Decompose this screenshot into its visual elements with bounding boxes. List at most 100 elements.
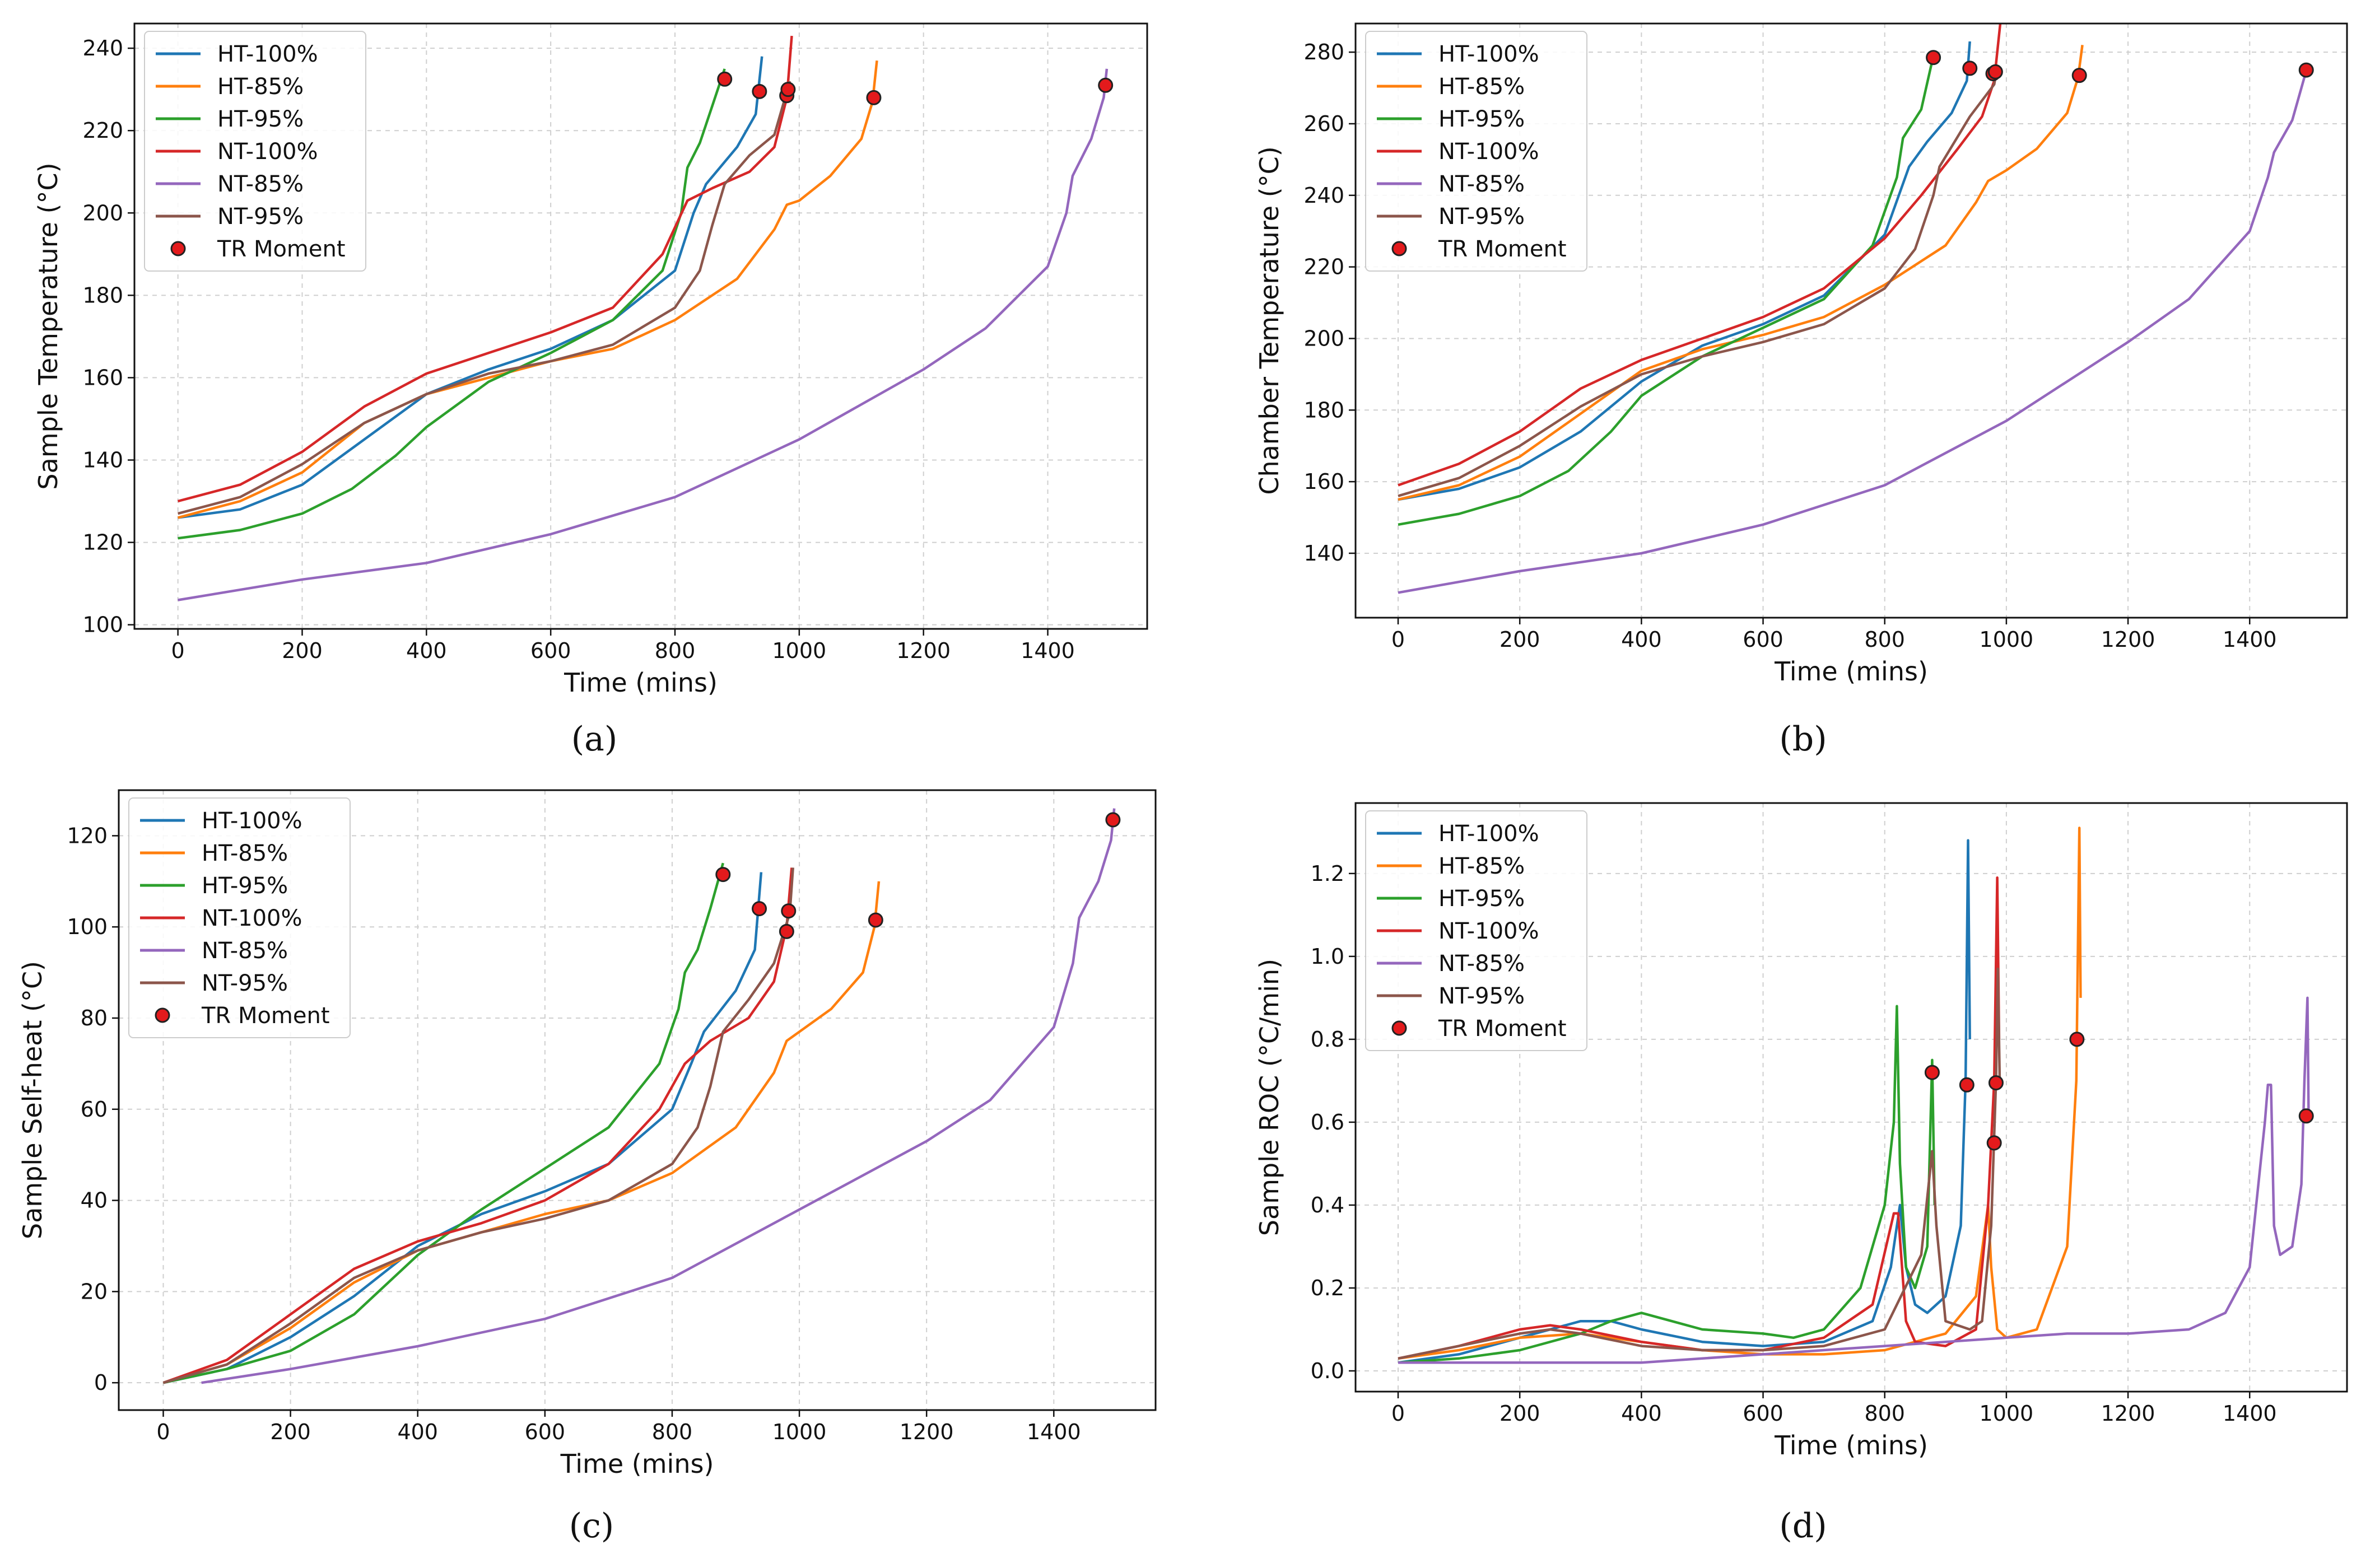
legend-label: TR Moment (201, 1003, 330, 1029)
x-axis-label: Time (mins) (560, 1449, 714, 1479)
legend-swatch (1391, 1020, 1407, 1036)
legend-label: NT-95% (1438, 983, 1525, 1009)
y-tick-label: 260 (1303, 111, 1344, 136)
x-tick-label: 1000 (1980, 1401, 2034, 1426)
x-tick-label: 400 (397, 1420, 438, 1444)
x-axis-label: Time (mins) (1774, 656, 1928, 687)
tr-moment-marker (866, 90, 882, 105)
legend-label: NT-85% (1438, 171, 1525, 197)
legend-label: HT-100% (1438, 41, 1539, 67)
panel-caption: (c) (569, 1506, 614, 1546)
x-tick-label: 600 (530, 638, 571, 663)
tr-moment-marker (779, 923, 794, 939)
legend-label: HT-95% (1438, 886, 1525, 912)
y-tick-label: 220 (1303, 255, 1344, 279)
x-tick-label: 800 (655, 638, 696, 663)
series-line-NT-95% (162, 867, 794, 1384)
legend-swatch (1391, 241, 1407, 256)
x-tick-label: 1400 (1021, 638, 1075, 663)
x-tick-label: 600 (1743, 627, 1783, 652)
legend-box (1365, 810, 1587, 1051)
y-tick-label: 0 (94, 1370, 108, 1395)
axes-frame (1354, 22, 2348, 619)
y-tick-label: 1.2 (1311, 861, 1344, 886)
tr-moment-marker (868, 912, 883, 928)
y-tick-label: 120 (67, 823, 108, 848)
y-tick-label: 120 (82, 530, 123, 555)
axes-frame (118, 789, 1157, 1411)
x-tick-label: 400 (1621, 1401, 1662, 1426)
y-tick-label: 40 (81, 1188, 108, 1213)
tr-moment-marker (2298, 1108, 2314, 1124)
y-tick-label: 200 (1303, 326, 1344, 351)
series-line-HT-100% (163, 872, 763, 1384)
x-tick-label: 1400 (2223, 627, 2277, 652)
x-tick-label: 0 (156, 1420, 170, 1444)
legend-label: NT-100% (217, 139, 318, 165)
x-tick-label: 1000 (1980, 627, 2034, 652)
panel-caption: (b) (1779, 720, 1827, 759)
series-line-NT-85% (178, 68, 1109, 601)
x-tick-label: 1000 (772, 1420, 827, 1444)
tr-moment-marker (1098, 77, 1114, 93)
series-line-HT-95% (163, 862, 724, 1384)
y-tick-label: 0.0 (1311, 1359, 1344, 1383)
x-tick-label: 800 (1864, 627, 1905, 652)
series-line-NT-95% (1398, 967, 2001, 1360)
x-tick-label: 1400 (2223, 1401, 2277, 1426)
y-tick-label: 0.4 (1311, 1193, 1344, 1217)
legend-box (144, 31, 366, 272)
legend-label: TR Moment (1438, 236, 1567, 262)
x-tick-label: 200 (270, 1420, 311, 1444)
y-tick-label: 280 (1303, 40, 1344, 64)
legend-label: NT-100% (202, 906, 302, 931)
tr-moment-marker (717, 71, 733, 87)
panel-a: 0 200 400 600 800 1000 1200 1400 100 120 140 160 180… (33, 22, 1148, 759)
y-axis-label: Sample Self-heat (°C) (17, 961, 48, 1239)
tr-moment-marker (780, 82, 796, 97)
series-line-NT-100% (178, 35, 793, 503)
x-tick-label: 1200 (900, 1420, 954, 1444)
series-line-NT-100% (162, 867, 793, 1384)
legend-label: HT-100% (1438, 821, 1539, 847)
y-tick-label: 220 (82, 118, 123, 143)
x-axis-label: Time (mins) (564, 668, 718, 698)
series-line-NT-85% (1398, 996, 2310, 1364)
series-line-HT-85% (1398, 45, 2084, 501)
x-tick-label: 600 (525, 1420, 566, 1444)
x-tick-label: 400 (406, 638, 447, 663)
series-line-NT-100% (1398, 23, 2002, 487)
x-tick-label: 800 (1864, 1401, 1905, 1426)
y-tick-label: 0.6 (1311, 1110, 1344, 1135)
legend-label: HT-100% (202, 808, 302, 834)
series-line-NT-100% (1398, 876, 2001, 1360)
tr-moment-marker (752, 83, 767, 99)
x-axis-label: Time (mins) (1774, 1430, 1928, 1460)
series-line-NT-85% (201, 808, 1116, 1384)
panel-caption: (d) (1779, 1506, 1827, 1546)
y-axis-label: Sample Temperature (°C) (33, 162, 63, 489)
series-line-HT-100% (178, 56, 763, 519)
y-tick-label: 0.8 (1311, 1027, 1344, 1052)
legend-swatch (170, 241, 186, 256)
legend-label: HT-95% (202, 873, 288, 899)
legend-label: HT-95% (1438, 106, 1525, 132)
x-tick-label: 1200 (2101, 627, 2155, 652)
legend-label: TR Moment (217, 236, 346, 262)
tr-moment-marker (781, 903, 797, 919)
y-tick-label: 180 (82, 283, 123, 307)
tr-moment-marker (2071, 68, 2087, 83)
y-tick-label: 160 (82, 365, 123, 390)
legend-box (1365, 31, 1587, 272)
x-tick-label: 1200 (896, 638, 951, 663)
panel-c: 0 200 400 600 800 1000 1200 1400 0 20 40 60 80 100 120… (17, 789, 1157, 1546)
tr-moment-marker (1987, 64, 2003, 80)
x-tick-label: 200 (1500, 1401, 1540, 1426)
y-tick-label: 100 (67, 914, 108, 939)
x-tick-label: 400 (1621, 627, 1662, 652)
y-tick-label: 60 (81, 1097, 108, 1122)
legend-label: NT-85% (217, 171, 304, 197)
x-tick-label: 1000 (772, 638, 826, 663)
y-tick-label: 180 (1303, 398, 1344, 422)
